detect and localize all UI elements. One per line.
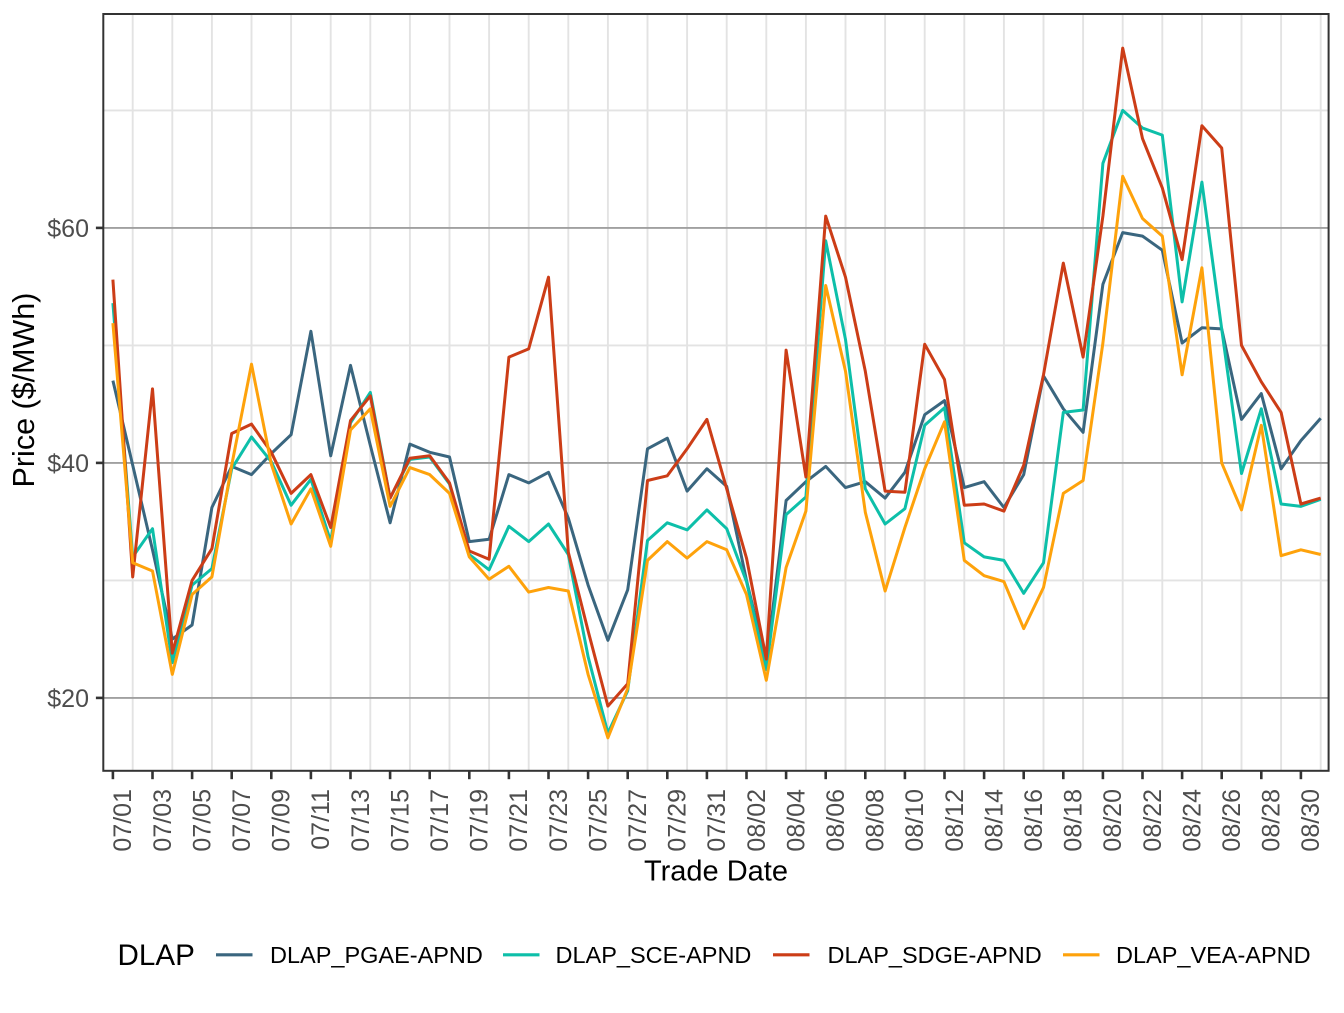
svg-text:08/14: 08/14 xyxy=(980,789,1008,852)
svg-text:08/12: 08/12 xyxy=(941,789,969,852)
svg-text:DLAP_SCE-APND: DLAP_SCE-APND xyxy=(556,942,752,968)
svg-text:07/15: 07/15 xyxy=(386,789,414,852)
svg-text:08/04: 08/04 xyxy=(782,789,810,852)
svg-text:Trade Date: Trade Date xyxy=(644,856,788,888)
svg-text:07/11: 07/11 xyxy=(307,789,335,850)
svg-text:07/07: 07/07 xyxy=(228,789,256,852)
svg-text:07/01: 07/01 xyxy=(109,789,137,852)
svg-text:07/31: 07/31 xyxy=(703,789,731,852)
svg-text:08/22: 08/22 xyxy=(1139,789,1167,852)
svg-text:08/26: 08/26 xyxy=(1218,789,1246,852)
svg-text:07/09: 07/09 xyxy=(268,789,296,852)
svg-text:07/05: 07/05 xyxy=(188,789,216,852)
svg-text:DLAP_PGAE-APND: DLAP_PGAE-APND xyxy=(270,942,483,968)
svg-text:07/13: 07/13 xyxy=(347,789,375,852)
svg-text:$20: $20 xyxy=(47,685,89,713)
svg-text:07/27: 07/27 xyxy=(624,789,652,852)
svg-text:07/19: 07/19 xyxy=(466,789,494,852)
svg-text:$40: $40 xyxy=(47,450,89,478)
svg-text:07/21: 07/21 xyxy=(505,789,533,852)
svg-text:08/08: 08/08 xyxy=(862,789,890,852)
svg-text:07/25: 07/25 xyxy=(584,789,612,852)
svg-text:07/17: 07/17 xyxy=(426,789,454,852)
svg-text:08/06: 08/06 xyxy=(822,789,850,852)
svg-text:08/10: 08/10 xyxy=(901,789,929,852)
svg-text:08/24: 08/24 xyxy=(1178,789,1206,852)
svg-text:07/29: 07/29 xyxy=(664,789,692,852)
svg-text:07/23: 07/23 xyxy=(545,789,573,852)
svg-text:08/20: 08/20 xyxy=(1099,789,1127,852)
svg-text:07/03: 07/03 xyxy=(149,789,177,852)
svg-text:08/30: 08/30 xyxy=(1297,789,1325,852)
svg-text:$60: $60 xyxy=(47,215,89,243)
svg-text:DLAP_VEA-APND: DLAP_VEA-APND xyxy=(1116,942,1311,968)
svg-text:Price ($/MWh): Price ($/MWh) xyxy=(7,293,41,488)
svg-text:08/28: 08/28 xyxy=(1258,789,1286,852)
svg-text:08/16: 08/16 xyxy=(1020,789,1048,852)
svg-text:DLAP_SDGE-APND: DLAP_SDGE-APND xyxy=(828,942,1042,968)
svg-text:08/02: 08/02 xyxy=(743,789,771,852)
svg-text:08/18: 08/18 xyxy=(1060,789,1088,852)
svg-text:DLAP: DLAP xyxy=(118,939,195,972)
